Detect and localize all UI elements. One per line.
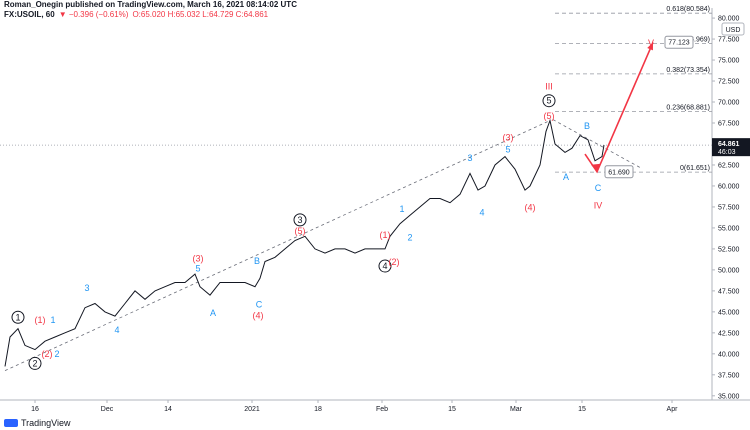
wave-label: (1) [380, 230, 391, 240]
price-line [4, 118, 605, 367]
y-tick-label: 60.000 [718, 183, 740, 190]
x-tick-label: Mar [510, 406, 523, 413]
wave-label: (2) [389, 257, 400, 267]
y-tick-label: 52.500 [718, 246, 740, 253]
y-tick-label: 80.000 [718, 16, 740, 23]
y-tick-label: 77.500 [718, 37, 740, 44]
wave-label: 1 [399, 204, 404, 214]
header: Roman_Onegin published on TradingView.co… [4, 0, 297, 20]
last-price-tag [712, 138, 750, 157]
wave-label: A [563, 172, 569, 182]
wave-label: (2) [42, 349, 53, 359]
wave-label: (1) [35, 315, 46, 325]
wave-label: A [210, 308, 216, 318]
x-tick-label: Apr [667, 406, 679, 413]
price-box-label: 61.690 [608, 169, 630, 176]
price-box [604, 165, 634, 179]
wave-label: (5) [295, 226, 306, 236]
arrow-head [591, 163, 601, 172]
x-tick-label: 16 [31, 406, 39, 413]
wave-label: (4) [525, 202, 536, 212]
y-tick-label: 72.500 [718, 79, 740, 86]
trend-line [4, 120, 551, 371]
y-tick-label: 45.000 [718, 309, 740, 316]
y-tick-label: 50.000 [718, 267, 740, 274]
wave-circle [378, 259, 392, 273]
currency-label: USD [726, 27, 741, 34]
y-tick-label: 37.500 [718, 372, 740, 379]
currency-box [721, 22, 745, 36]
wave-label: 5 [195, 264, 200, 274]
trend-line [552, 119, 641, 168]
countdown-label: 46:03 [718, 149, 736, 156]
wave-circle [542, 94, 556, 108]
wave-label: 3 [84, 283, 89, 293]
wave-label: 5 [505, 144, 510, 154]
publisher: Roman_Onegin published on TradingView.co… [4, 0, 297, 9]
wave-label: 1 [15, 312, 20, 322]
y-tick-label: 70.000 [718, 100, 740, 107]
wave-label: (5) [544, 111, 555, 121]
brand-logo: TradingView [4, 418, 71, 428]
logo-icon [4, 419, 18, 427]
last-price-label: 64.861 [718, 141, 740, 148]
wave-label: (4) [253, 311, 264, 321]
x-tick-label: Dec [101, 406, 114, 413]
wave-label: 2 [32, 358, 37, 368]
wave-label: 3 [297, 215, 302, 225]
symbol-row: FX:USOIL, 60 ▼ −0.396 (−0.61%) O:65.020 H:… [4, 10, 297, 20]
wave-label: IV [594, 201, 603, 211]
price-box [664, 35, 694, 49]
y-tick-label: 57.500 [718, 204, 740, 211]
wave-label: 3 [467, 153, 472, 163]
ohlc: O:65.020 H:65.032 L:64.729 C:64.861 [132, 10, 269, 19]
y-tick-label: 40.000 [718, 351, 740, 358]
fib-label: 0.236(68.881) [666, 104, 710, 111]
y-tick-label: 35.000 [718, 393, 740, 400]
wave-label: 4 [479, 207, 484, 217]
wave-circle [11, 310, 25, 324]
arrow-head [647, 42, 653, 51]
fib-label: 0.618(80.584) [666, 6, 710, 13]
wave-label: 4 [114, 325, 119, 335]
price-box-label: 77.123 [668, 40, 690, 47]
wave-label: B [584, 121, 590, 131]
wave-label: 4 [382, 261, 387, 271]
fib-label: 0.382(73.354) [666, 67, 710, 74]
wave-label: (3) [503, 133, 514, 143]
wave-circle [28, 356, 42, 370]
symbol: FX:USOIL, 60 [4, 10, 55, 19]
y-tick-label: 62.500 [718, 162, 740, 169]
y-tick-label: 67.500 [718, 120, 740, 127]
y-tick-label: 47.500 [718, 288, 740, 295]
brand-name: TradingView [21, 418, 71, 428]
y-tick-label: 42.500 [718, 330, 740, 337]
wave-label: (3) [193, 253, 204, 263]
x-tick-label: Feb [376, 406, 388, 413]
wave-label: 2 [407, 233, 412, 243]
x-tick-label: 14 [164, 406, 172, 413]
wave-label: III [545, 81, 553, 91]
wave-label: 2 [54, 349, 59, 359]
fib-label: 0(61.651) [680, 165, 710, 172]
wave-label: B [254, 256, 260, 266]
x-tick-label: 15 [448, 406, 456, 413]
x-tick-label: 2021 [244, 406, 260, 413]
wave-label: V [648, 38, 654, 48]
wave-label: C [256, 300, 263, 310]
wave-label: 1 [50, 315, 55, 325]
x-tick-label: 18 [314, 406, 322, 413]
change: ▼ −0.396 (−0.61%) [58, 10, 129, 19]
y-tick-label: 75.000 [718, 58, 740, 65]
wave-label: C [595, 183, 602, 193]
wave-circle [293, 213, 307, 227]
x-tick-label: 15 [578, 406, 586, 413]
y-tick-label: 55.000 [718, 225, 740, 232]
wave-label: 5 [546, 96, 551, 106]
